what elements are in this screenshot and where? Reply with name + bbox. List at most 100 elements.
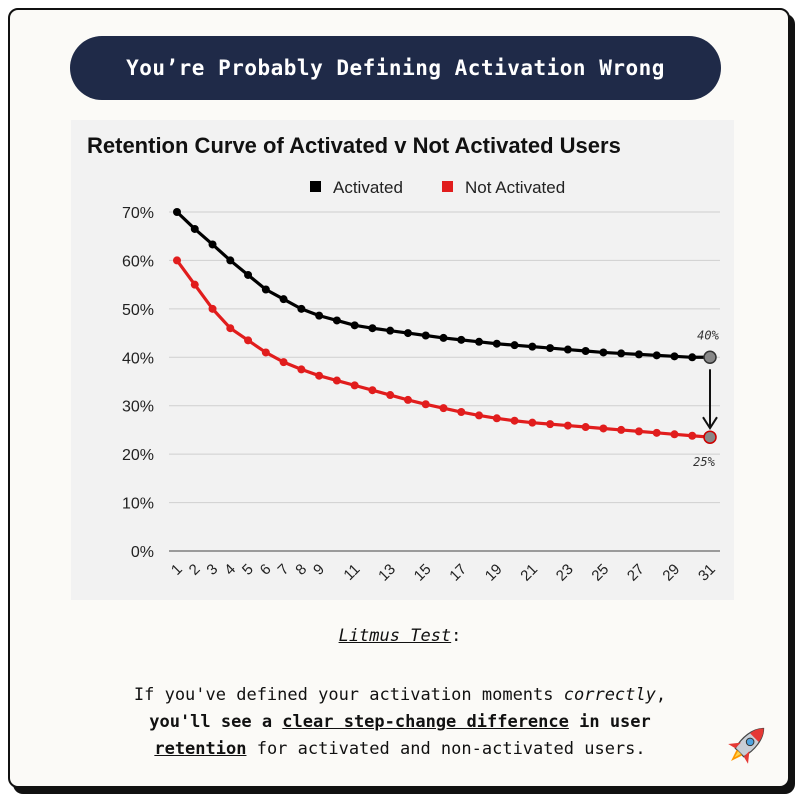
y-tick-label: 70%: [122, 205, 154, 222]
para-step-change: clear step-change difference: [282, 712, 569, 732]
data-point: [475, 411, 484, 420]
data-point: [350, 321, 359, 330]
data-point: [368, 386, 377, 395]
banner-title: You’re Probably Defining Activation Wron…: [126, 56, 665, 80]
banner: You’re Probably Defining Activation Wron…: [70, 36, 721, 100]
data-point: [688, 431, 697, 440]
para-text-end: for activated and non-activated users.: [246, 739, 646, 759]
chart-title: Retention Curve of Activated v Not Activ…: [87, 133, 621, 158]
data-point: [510, 416, 519, 425]
y-tick-label: 60%: [122, 253, 154, 270]
y-tick-label: 40%: [122, 350, 154, 367]
x-tick-label: 27: [624, 561, 648, 585]
data-point: [208, 304, 217, 313]
x-tick-label: 2: [186, 561, 204, 579]
data-point: [617, 349, 626, 358]
data-point: [599, 348, 608, 357]
litmus-label: Litmus Test: [338, 626, 452, 646]
x-tick-label: 25: [588, 561, 612, 585]
data-point: [208, 240, 217, 249]
step-change-arrowhead: [702, 416, 718, 431]
data-point: [599, 424, 608, 433]
para-bold-1: you'll see a: [149, 712, 283, 732]
annotation-activated: 40%: [697, 328, 719, 342]
x-tick-label: 9: [310, 561, 328, 579]
explanation-paragraph: If you've defined your activation moment…: [40, 682, 760, 763]
x-tick-label: 3: [203, 561, 221, 579]
data-point: [226, 256, 235, 265]
data-point: [261, 348, 270, 357]
data-point: [546, 420, 555, 429]
data-point: [403, 329, 412, 338]
chart-panel: [71, 120, 734, 600]
data-point: [439, 404, 448, 413]
data-point: [315, 371, 324, 380]
x-tick-label: 31: [695, 561, 719, 585]
x-tick-label: 8: [292, 561, 310, 579]
x-tick-label: 6: [257, 561, 275, 579]
data-point: [563, 421, 572, 430]
data-point: [652, 351, 661, 360]
annotation-not-activated: 25%: [693, 455, 715, 469]
x-tick-label: 1: [168, 561, 186, 579]
data-point: [244, 270, 253, 279]
data-point: [190, 224, 199, 233]
data-point: [652, 428, 661, 437]
data-point: [386, 326, 395, 335]
data-point: [279, 358, 288, 367]
x-tick-label: 23: [553, 561, 577, 585]
data-point: [510, 341, 519, 350]
data-point: [492, 339, 501, 348]
data-point: [528, 342, 537, 351]
data-point: [670, 352, 679, 361]
data-point: [634, 350, 643, 359]
data-point: [670, 430, 679, 439]
x-tick-label: 15: [411, 561, 435, 585]
data-point: [528, 418, 537, 427]
data-point: [297, 304, 306, 313]
legend-label: Activated: [333, 178, 403, 197]
x-tick-label: 21: [517, 561, 541, 585]
data-point: [332, 316, 341, 325]
data-point: [439, 333, 448, 342]
data-point: [457, 408, 466, 417]
data-point: [350, 381, 359, 390]
x-tick-label: 4: [221, 561, 239, 579]
data-point: [688, 353, 697, 362]
data-point: [297, 365, 306, 374]
para-comma: ,: [655, 685, 667, 705]
x-tick-label: 19: [482, 561, 506, 585]
y-tick-label: 20%: [122, 447, 154, 464]
data-point: [475, 337, 484, 346]
data-point: [634, 427, 643, 436]
legend-swatch: [442, 181, 453, 192]
para-bold-2: in user: [568, 712, 651, 732]
data-point: [617, 425, 626, 434]
data-point: [581, 423, 590, 432]
data-point: [226, 324, 235, 333]
litmus-test: Litmus Test:: [0, 626, 800, 646]
data-point: [368, 324, 377, 333]
data-point: [563, 345, 572, 354]
x-tick-label: 17: [446, 561, 470, 585]
data-point: [457, 335, 466, 344]
litmus-colon: :: [451, 626, 462, 646]
data-point: [173, 256, 181, 265]
data-point: [403, 395, 412, 404]
x-tick-label: 29: [659, 561, 683, 585]
data-point: [173, 208, 181, 216]
data-point: [261, 285, 270, 294]
y-tick-label: 50%: [122, 302, 154, 319]
y-tick-label: 0%: [131, 544, 154, 561]
data-point: [279, 295, 288, 304]
data-point: [332, 376, 341, 385]
data-point: [421, 400, 430, 409]
legend-swatch: [310, 181, 321, 192]
y-tick-label: 10%: [122, 496, 154, 513]
rocket-icon: [728, 727, 765, 764]
x-tick-label: 13: [375, 561, 399, 585]
data-point: [546, 344, 555, 353]
data-point: [581, 346, 590, 355]
x-tick-label: 5: [239, 561, 257, 579]
